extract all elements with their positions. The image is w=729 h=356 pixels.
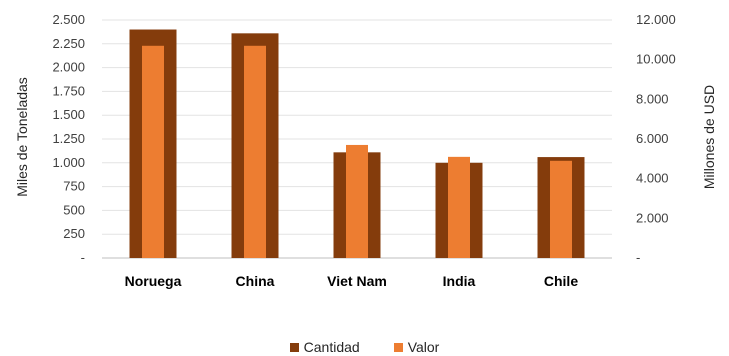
bar-valor-india xyxy=(448,156,470,258)
left-tick-label: - xyxy=(81,250,85,265)
right-tick-label: 6.000 xyxy=(636,131,669,146)
legend-item-valor: Valor xyxy=(393,338,440,356)
right-axis-ticks: - 2.000 4.000 6.000 8.000 10.000 12.000 xyxy=(636,12,676,265)
left-tick-label: 1.000 xyxy=(52,155,85,170)
left-axis-title: Miles de Toneladas xyxy=(14,77,30,197)
legend-swatch-cantidad xyxy=(289,342,299,352)
category-label: China xyxy=(236,273,275,289)
bars xyxy=(129,29,585,259)
right-tick-label: 12.000 xyxy=(636,12,676,27)
left-tick-label: 1.250 xyxy=(52,131,85,146)
legend: Cantidad Valor xyxy=(0,338,729,356)
left-axis-ticks: - 250 500 750 1.000 1.250 1.500 1.750 2.000 2.250… xyxy=(52,12,85,265)
left-tick-label: 1.500 xyxy=(52,107,85,122)
left-tick-label: 750 xyxy=(63,179,85,194)
category-label: Viet Nam xyxy=(327,273,387,289)
bar-valor-noruega xyxy=(142,45,164,259)
category-label: Noruega xyxy=(125,273,182,289)
bar-valor-viet-nam xyxy=(346,144,368,258)
right-tick-label: 10.000 xyxy=(636,52,676,67)
category-label: India xyxy=(443,273,476,289)
right-axis-title: Millones de USD xyxy=(701,85,717,189)
left-tick-label: 2.250 xyxy=(52,36,85,51)
legend-item-cantidad: Cantidad xyxy=(289,338,360,356)
bar-chart: - 250 500 750 1.000 1.250 1.500 1.750 2.000 2.250… xyxy=(14,12,717,289)
left-tick-label: 2.000 xyxy=(52,60,85,75)
legend-swatch-valor xyxy=(393,342,403,352)
legend-label-valor: Valor xyxy=(407,339,440,355)
bar-valor-chile xyxy=(550,160,572,258)
category-label: Chile xyxy=(544,273,578,289)
left-tick-label: 2.500 xyxy=(52,12,85,27)
right-tick-label: 4.000 xyxy=(636,171,669,186)
left-tick-label: 500 xyxy=(63,202,85,217)
right-tick-label: - xyxy=(636,250,640,265)
bar-valor-china xyxy=(244,45,266,259)
legend-label-cantidad: Cantidad xyxy=(303,339,360,355)
right-tick-label: 2.000 xyxy=(636,210,669,225)
left-tick-label: 1.750 xyxy=(52,83,85,98)
right-tick-label: 8.000 xyxy=(636,91,669,106)
left-tick-label: 250 xyxy=(63,226,85,241)
category-labels: Noruega China Viet Nam India Chile xyxy=(125,273,579,289)
